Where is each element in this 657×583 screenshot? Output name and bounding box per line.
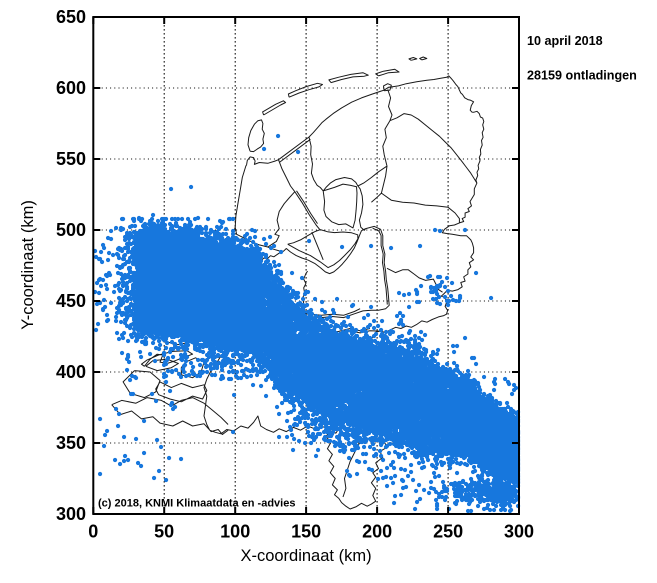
svg-text:500: 500 xyxy=(56,220,86,240)
svg-text:200: 200 xyxy=(362,522,392,542)
svg-text:350: 350 xyxy=(56,433,86,453)
svg-text:300: 300 xyxy=(56,504,86,524)
svg-text:X-coordinaat (km): X-coordinaat (km) xyxy=(240,547,371,565)
svg-text:28159 ontladingen: 28159 ontladingen xyxy=(527,69,637,83)
svg-text:250: 250 xyxy=(433,522,463,542)
svg-text:50: 50 xyxy=(154,522,174,542)
svg-text:450: 450 xyxy=(56,291,86,311)
svg-text:650: 650 xyxy=(56,7,86,27)
svg-text:300: 300 xyxy=(504,522,534,542)
svg-text:0: 0 xyxy=(88,522,98,542)
svg-text:(c) 2018, KNMI Klimaatdata en: (c) 2018, KNMI Klimaatdata en -advies xyxy=(98,498,295,510)
svg-text:600: 600 xyxy=(56,78,86,98)
svg-text:150: 150 xyxy=(291,522,321,542)
svg-text:100: 100 xyxy=(220,522,250,542)
svg-text:10 april 2018: 10 april 2018 xyxy=(527,34,603,48)
svg-text:400: 400 xyxy=(56,362,86,382)
svg-text:550: 550 xyxy=(56,149,86,169)
svg-text:Y-coordinaat (km): Y-coordinaat (km) xyxy=(19,200,37,330)
